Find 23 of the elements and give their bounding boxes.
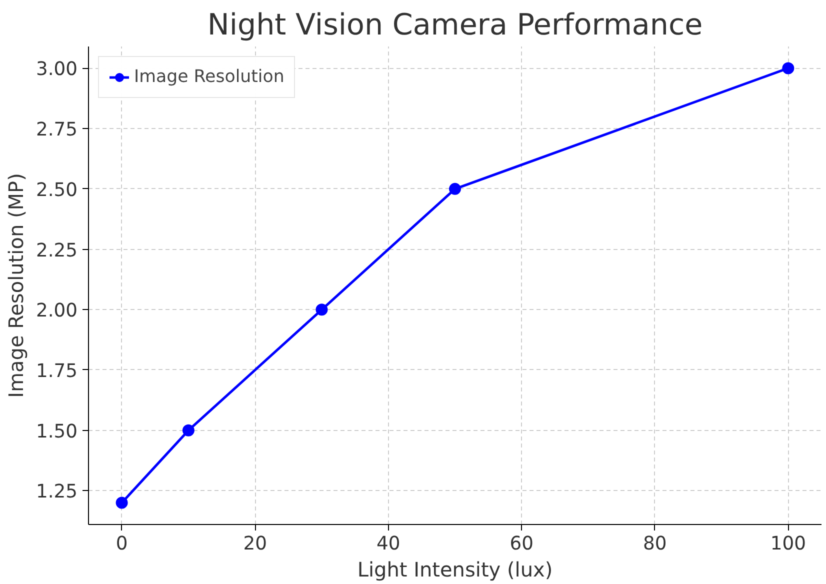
x-tick-label: 40	[376, 534, 400, 554]
point	[782, 62, 794, 74]
y-tick-label: 2.50	[36, 180, 78, 201]
y-tick-label: 2.75	[36, 120, 78, 141]
point	[316, 304, 328, 316]
y-tick-label: 1.50	[36, 421, 78, 442]
y-tick-label: 1.25	[36, 482, 78, 503]
y-tick-label: 1.75	[36, 360, 78, 382]
x-tick-label: 100	[770, 534, 806, 554]
x-tick-label: 20	[243, 534, 267, 554]
x-tick-label: 80	[643, 534, 667, 554]
x-tick-label: 0	[116, 534, 128, 554]
chart-title: Night Vision Camera Performance	[207, 8, 703, 42]
y-tick-label: 2.00	[36, 300, 78, 322]
point	[449, 182, 461, 195]
y-tick-label: 2.25	[36, 240, 78, 262]
x-tick-label: 60	[510, 534, 534, 554]
y-tick-label: 3.00	[36, 59, 78, 80]
y-axis-title: Image Resolution (MP)	[4, 173, 28, 398]
point	[182, 424, 194, 436]
x-axis-title: Light Intensity (lux)	[357, 558, 553, 582]
point	[116, 496, 128, 509]
legend-label: Image Resolution	[134, 67, 284, 87]
